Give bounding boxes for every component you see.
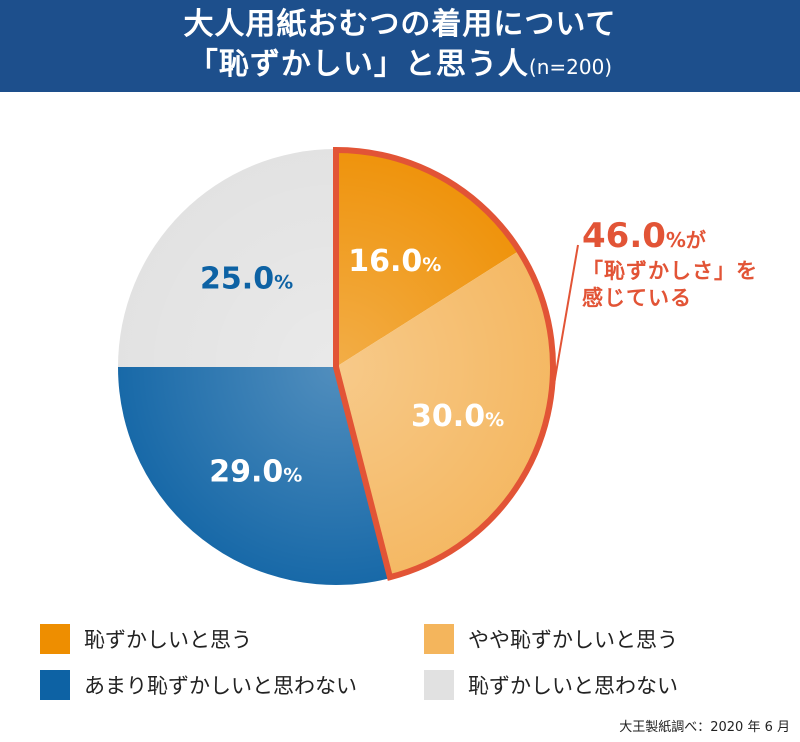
- slice-label-1: 16.0%: [348, 244, 441, 279]
- slice-label-2: 30.0%: [411, 399, 504, 434]
- legend-label-2: やや恥ずかしいと思う: [468, 628, 678, 652]
- callout-annotation: 46.0%が 「恥ずかしさ」を 感じている: [582, 214, 758, 312]
- chart-title-line1: 大人用紙おむつの着用について: [183, 7, 617, 42]
- legend-item-2: やや恥ずかしいと思う: [424, 624, 678, 654]
- legend-swatch-2: [424, 624, 454, 654]
- title-banner: 大人用紙おむつの着用について 「恥ずかしい」と思う人(n=200): [0, 0, 800, 92]
- slice-label-3: 29.0%: [209, 454, 302, 489]
- pie-slices: [118, 146, 556, 585]
- chart-title-line2: 「恥ずかしい」と思う人(n=200): [0, 46, 800, 86]
- legend-item-4: 恥ずかしいと思わない: [424, 670, 678, 700]
- legend-swatch-3: [40, 670, 70, 700]
- chart-title-main: 「恥ずかしい」と思う人: [187, 47, 529, 82]
- legend-label-4: 恥ずかしいと思わない: [468, 674, 678, 698]
- sample-size-note: (n=200): [528, 55, 613, 79]
- source-note: 大王製紙調べ：2020 年 6 月: [619, 720, 790, 735]
- callout-line2: 「恥ずかしさ」を: [582, 259, 758, 283]
- slice-label-4: 25.0%: [200, 262, 293, 297]
- legend-label-3: あまり恥ずかしいと思わない: [84, 674, 357, 698]
- legend-item-3: あまり恥ずかしいと思わない: [40, 670, 357, 700]
- pie-labels: 16.0% 30.0% 29.0% 25.0%: [200, 244, 504, 489]
- callout-unit: %が: [665, 228, 706, 252]
- legend-swatch-4: [424, 670, 454, 700]
- pie-chart: 16.0% 30.0% 29.0% 25.0%: [118, 146, 579, 585]
- callout-line3: 感じている: [582, 286, 692, 310]
- legend-label-1: 恥ずかしいと思う: [84, 628, 252, 652]
- callout-leader-line: [551, 244, 579, 395]
- legend-item-1: 恥ずかしいと思う: [40, 624, 252, 654]
- highlight-outline: [333, 146, 556, 581]
- legend-swatch-1: [40, 624, 70, 654]
- callout-value: 46.0: [582, 216, 666, 256]
